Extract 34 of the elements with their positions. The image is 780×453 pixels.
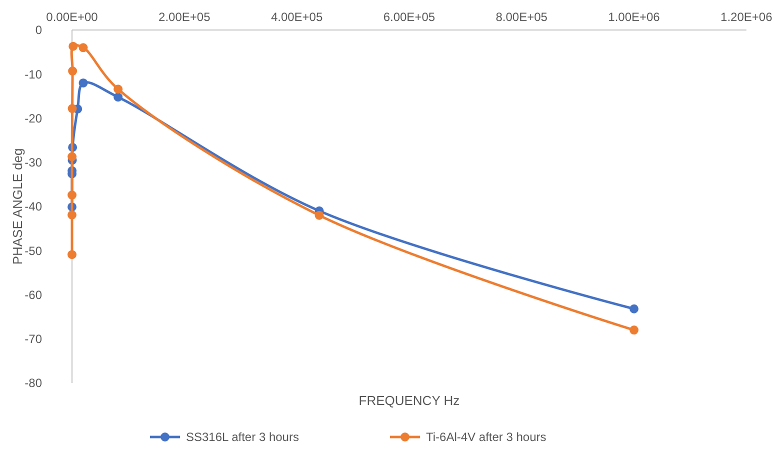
y-tick-label: -70 bbox=[24, 332, 42, 346]
point bbox=[114, 84, 123, 94]
y-tick-label: -40 bbox=[24, 200, 42, 214]
point bbox=[68, 210, 77, 220]
y-tick-label: -30 bbox=[24, 156, 42, 170]
point bbox=[68, 152, 77, 162]
point bbox=[68, 66, 78, 76]
x-tick-label: 4.00E+05 bbox=[270, 10, 323, 24]
x-tick-label: 1.00E+06 bbox=[608, 10, 660, 24]
point bbox=[68, 104, 77, 114]
point bbox=[78, 78, 88, 88]
point bbox=[630, 304, 638, 314]
x-tick-label: 6.00E+05 bbox=[383, 10, 436, 24]
point bbox=[68, 250, 76, 260]
point bbox=[68, 190, 77, 200]
x-tick-label: 8.00E+05 bbox=[496, 10, 548, 24]
y-axis-title: PHASE ANGLE deg bbox=[10, 148, 25, 265]
x-tick-label: 2.00E+05 bbox=[158, 10, 211, 24]
y-tick-label: -20 bbox=[24, 111, 42, 126]
point bbox=[68, 42, 78, 51]
y-tick-label: -60 bbox=[24, 288, 42, 302]
x-tick-label: 1.20E+06 bbox=[720, 10, 773, 24]
y-tick-label: 0 bbox=[35, 23, 42, 38]
point bbox=[314, 210, 324, 220]
x-axis-title: FREQUENCY Hz bbox=[358, 393, 460, 408]
y-tick-label: -10 bbox=[24, 67, 42, 82]
y-tick-label: -80 bbox=[24, 376, 42, 390]
x-tick-label: 0.00E+00 bbox=[46, 10, 98, 24]
point bbox=[114, 92, 123, 102]
legend-label: Ti-6Al-4V after 3 hours bbox=[426, 430, 546, 444]
y-tick-label: -50 bbox=[24, 244, 42, 258]
point bbox=[78, 43, 88, 52]
point bbox=[630, 326, 638, 335]
legend-label: SS316L after 3 hours bbox=[186, 430, 299, 444]
